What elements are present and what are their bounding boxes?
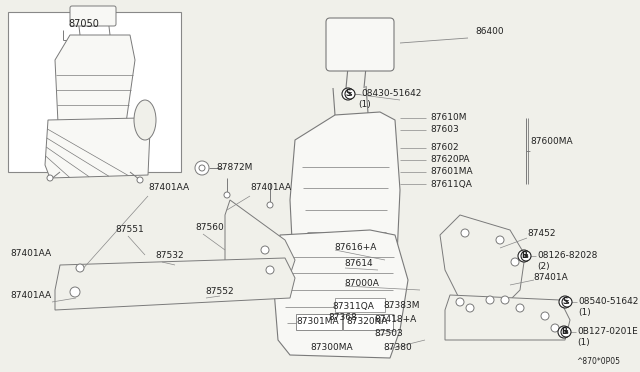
Polygon shape — [440, 215, 525, 320]
Text: B: B — [524, 253, 529, 259]
Text: 08540-51642: 08540-51642 — [578, 298, 638, 307]
Circle shape — [267, 202, 273, 208]
Text: 87616+A: 87616+A — [334, 244, 376, 253]
Text: 87401AA: 87401AA — [10, 292, 51, 301]
Text: 87611QA: 87611QA — [430, 180, 472, 189]
Circle shape — [541, 312, 549, 320]
Text: (1): (1) — [577, 337, 589, 346]
Text: (2): (2) — [537, 262, 550, 270]
Text: 87050: 87050 — [68, 19, 99, 29]
Circle shape — [345, 89, 355, 99]
Circle shape — [76, 264, 84, 272]
Polygon shape — [290, 112, 400, 355]
Circle shape — [195, 161, 209, 175]
Text: 87503: 87503 — [374, 330, 403, 339]
Text: (1): (1) — [578, 308, 591, 317]
Circle shape — [342, 88, 354, 100]
Circle shape — [558, 326, 570, 338]
Text: 87300MA: 87300MA — [310, 343, 353, 353]
Polygon shape — [55, 258, 295, 310]
Polygon shape — [274, 230, 408, 358]
Polygon shape — [55, 35, 135, 165]
Circle shape — [516, 304, 524, 312]
Circle shape — [511, 258, 519, 266]
Circle shape — [559, 296, 571, 308]
Circle shape — [496, 236, 504, 244]
Polygon shape — [225, 200, 295, 275]
Text: 87301MA: 87301MA — [296, 317, 339, 327]
Bar — [296, 314, 342, 330]
Text: 87603: 87603 — [430, 125, 459, 135]
Text: (1): (1) — [358, 99, 371, 109]
Text: 87000A: 87000A — [344, 279, 379, 289]
Text: 08126-82028: 08126-82028 — [537, 251, 597, 260]
Circle shape — [137, 177, 143, 183]
Bar — [343, 314, 393, 330]
Circle shape — [466, 304, 474, 312]
Text: 87551: 87551 — [115, 225, 144, 234]
Text: 87320NA: 87320NA — [346, 317, 387, 327]
Ellipse shape — [134, 100, 156, 140]
Circle shape — [486, 296, 494, 304]
Text: 08430-51642: 08430-51642 — [361, 90, 421, 99]
Text: 87401A: 87401A — [533, 273, 568, 282]
FancyBboxPatch shape — [326, 18, 394, 71]
Circle shape — [461, 229, 469, 237]
Circle shape — [47, 175, 53, 181]
Text: 87610M: 87610M — [430, 113, 467, 122]
Circle shape — [261, 246, 269, 254]
Text: 86400: 86400 — [475, 28, 504, 36]
Polygon shape — [445, 295, 570, 340]
Circle shape — [224, 192, 230, 198]
Text: S: S — [564, 299, 570, 305]
Circle shape — [199, 165, 205, 171]
Text: S: S — [346, 90, 351, 99]
Text: 87383M: 87383M — [383, 301, 419, 311]
Text: 87311QA: 87311QA — [332, 301, 374, 311]
Polygon shape — [45, 118, 150, 178]
Text: 87602: 87602 — [430, 144, 459, 153]
Text: 87560: 87560 — [195, 224, 224, 232]
Text: 87552: 87552 — [205, 288, 234, 296]
Text: S: S — [348, 92, 352, 96]
Text: 87452: 87452 — [527, 230, 556, 238]
Text: 87601MA: 87601MA — [430, 167, 472, 176]
Text: 87620PA: 87620PA — [430, 155, 470, 164]
Text: 87614: 87614 — [344, 260, 372, 269]
Text: B: B — [561, 327, 567, 337]
Circle shape — [70, 287, 80, 297]
Text: 87418+A: 87418+A — [374, 315, 416, 324]
FancyBboxPatch shape — [70, 6, 116, 26]
Circle shape — [501, 296, 509, 304]
Text: 87401AA: 87401AA — [10, 250, 51, 259]
Text: 87872M: 87872M — [216, 164, 252, 173]
Bar — [8, 12, 181, 172]
Circle shape — [266, 266, 274, 274]
Circle shape — [456, 298, 464, 306]
Text: S: S — [563, 298, 568, 307]
Text: B: B — [564, 330, 568, 334]
Bar — [335, 298, 385, 312]
Circle shape — [562, 297, 572, 307]
Text: B: B — [521, 251, 527, 260]
Text: 87532: 87532 — [155, 251, 184, 260]
Text: 87401AA: 87401AA — [148, 183, 189, 192]
Text: 87368: 87368 — [328, 314, 356, 323]
Text: 0B127-0201E: 0B127-0201E — [577, 327, 637, 337]
Text: ^870*0P05: ^870*0P05 — [576, 357, 620, 366]
Text: 87380: 87380 — [383, 343, 412, 353]
Circle shape — [561, 327, 571, 337]
Circle shape — [521, 251, 531, 261]
Circle shape — [518, 250, 530, 262]
Text: 87401AA: 87401AA — [250, 183, 291, 192]
Text: 87600MA: 87600MA — [530, 138, 573, 147]
Circle shape — [551, 324, 559, 332]
